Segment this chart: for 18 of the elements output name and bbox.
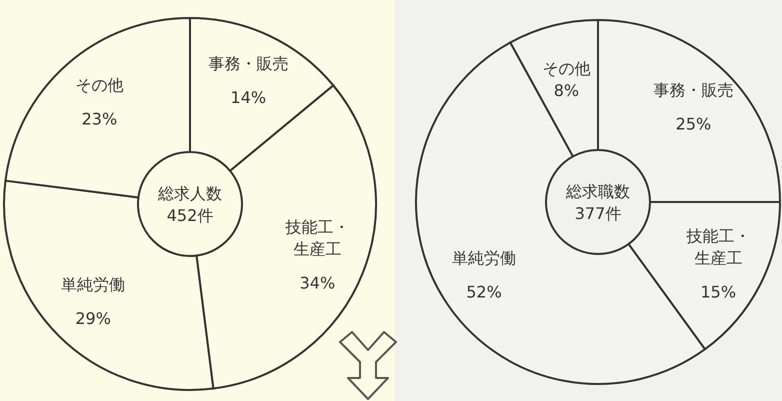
slice-label: 単純労働 bbox=[61, 274, 126, 294]
data-label: 14% bbox=[230, 88, 266, 108]
slice-label: その他 bbox=[542, 58, 590, 78]
data-label: 25% bbox=[676, 114, 712, 134]
slice-label: 事務・販売 bbox=[653, 80, 734, 100]
data-label: 52% bbox=[466, 282, 502, 302]
slice-label: 事務・販売 bbox=[208, 54, 288, 74]
slice-label: その他 bbox=[75, 75, 124, 94]
data-label: 23% bbox=[82, 109, 118, 128]
slice-label: 技能工・生産工 bbox=[685, 226, 750, 268]
data-label: 29% bbox=[75, 308, 111, 328]
slice-label: 単純労働 bbox=[452, 248, 516, 268]
text: 総求職数377件 bbox=[565, 182, 630, 223]
slice-label: 技能工・生産工 bbox=[284, 217, 350, 258]
data-label: 34% bbox=[300, 273, 336, 292]
text: 総求人数452件 bbox=[157, 184, 222, 225]
data-label: 8% bbox=[554, 80, 580, 100]
data-label: 15% bbox=[700, 282, 736, 302]
